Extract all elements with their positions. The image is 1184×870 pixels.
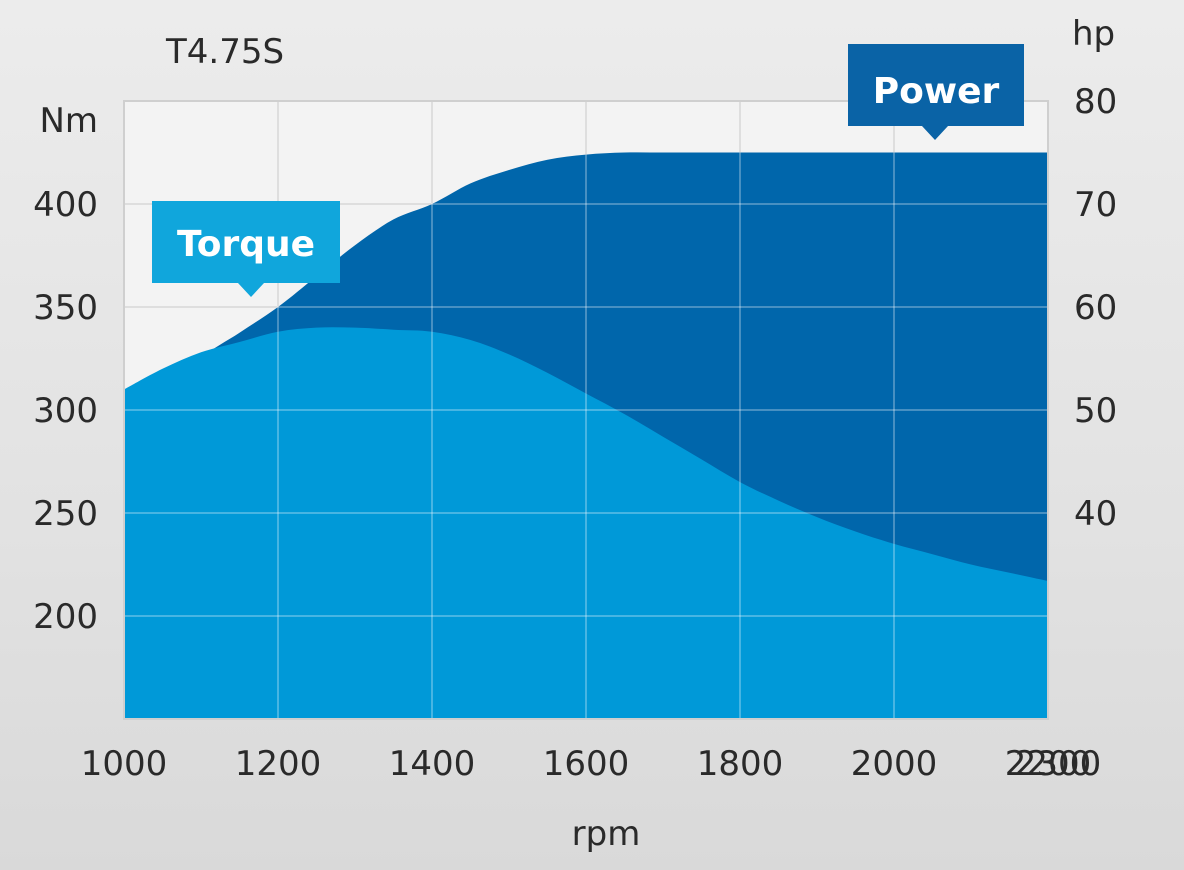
y-left-tick-label: 400 xyxy=(33,185,98,225)
y-right-tick-label: 80 xyxy=(1074,82,1117,122)
y-right-tick-label: 50 xyxy=(1074,391,1117,431)
torque-callout-box xyxy=(152,201,340,297)
plot-border xyxy=(123,100,1049,720)
area-layer xyxy=(124,152,1048,719)
x-tick-label: 1400 xyxy=(389,744,476,784)
power-callout: Power xyxy=(848,44,1024,140)
y-left-axis-title: Nm xyxy=(39,101,98,141)
x-tick-label: 1800 xyxy=(697,744,784,784)
x-tick-label: 2200 xyxy=(1005,744,1092,784)
x-tick-label: 2300 xyxy=(1015,744,1102,784)
x-axis-title: rpm xyxy=(572,814,641,854)
y-left-tick-label: 350 xyxy=(33,288,98,328)
y-right-axis-title: hp xyxy=(1072,14,1115,54)
x-tick-label: 1000 xyxy=(81,744,168,784)
torque-area xyxy=(124,327,1048,719)
y-left-tick-label: 250 xyxy=(33,494,98,534)
x-tick-label: 1200 xyxy=(235,744,322,784)
y-left-tick-label: 300 xyxy=(33,391,98,431)
chart-title: T4.75S xyxy=(165,32,284,72)
torque-callout: Torque xyxy=(152,201,340,297)
x-tick-label: 1600 xyxy=(543,744,630,784)
power-callout-label: Power xyxy=(873,71,1000,112)
x-tick-label: 2000 xyxy=(851,744,938,784)
y-right-tick-label: 60 xyxy=(1074,288,1117,328)
y-left-tick-label: 200 xyxy=(33,597,98,637)
power-callout-box xyxy=(848,44,1024,140)
y-right-tick-label: 70 xyxy=(1074,185,1117,225)
torque-callout-label: Torque xyxy=(177,224,315,265)
y-right-tick-label: 40 xyxy=(1074,494,1117,534)
